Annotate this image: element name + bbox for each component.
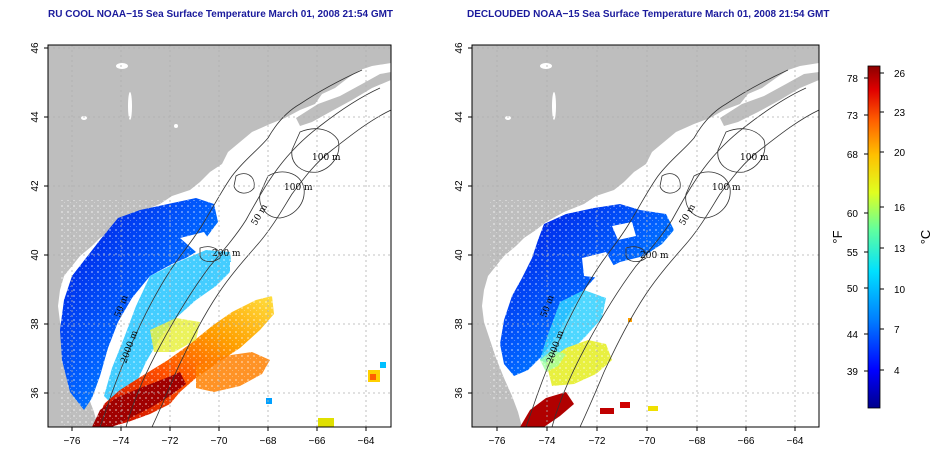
lat-tick-label: 38	[30, 318, 41, 330]
contour-label-100m-upper: 100 m	[740, 153, 769, 163]
lon-tick-label: −70	[211, 436, 228, 447]
colorbar-gradient	[867, 65, 881, 409]
lon-tick-label: −70	[639, 436, 656, 447]
bathymetry-contours	[99, 69, 391, 427]
celsius-tick: 16	[894, 203, 906, 214]
fahrenheit-tick: 39	[847, 367, 859, 378]
left-lon-axis: −76 −74 −72 −70 −68 −66 −64	[64, 427, 375, 447]
left-map-title: RU COOL NOAA−15 Sea Surface Temperature …	[48, 9, 394, 20]
lat-tick-label: 46	[454, 42, 465, 54]
lat-tick-label: 42	[30, 180, 41, 192]
left-lat-axis: 46 44 42 40 38 36	[30, 42, 48, 399]
right-lon-axis: −76 −74 −72 −70 −68 −66 −64	[489, 427, 804, 447]
fahrenheit-tick: 68	[847, 150, 859, 161]
lon-tick-label: −66	[738, 436, 755, 447]
nova-scotia	[296, 72, 391, 126]
celsius-tick: 4	[894, 366, 900, 377]
right-lat-axis: 46 44 42 40 38 36	[454, 42, 472, 399]
right-map-panel: 100 m 100 m 50 m 200 m 50 m 2000 m	[454, 42, 820, 447]
fahrenheit-tick: 60	[847, 209, 859, 220]
lon-tick-label: −76	[64, 436, 81, 447]
cloud-patches	[180, 196, 272, 300]
celsius-tick: 26	[894, 69, 906, 80]
left-map-content: 100 m 100 m 50 m 200 m 50 m 2000 m	[48, 45, 391, 427]
fahrenheit-tick-labels: 78 73 68 60 55 50 44 39	[847, 74, 859, 378]
temperature-colorbar: 78 73 68 60 55 50 44 39 26 23 20 16 13 1…	[830, 65, 933, 409]
contour-label-200m: 200 m	[212, 249, 241, 259]
right-map-frame	[471, 44, 820, 428]
left-map-panel: 100 m 100 m 50 m 200 m 50 m 2000 m	[30, 42, 392, 447]
fahrenheit-tick: 55	[847, 248, 859, 259]
land-mass	[48, 45, 391, 427]
cloud-patches	[582, 222, 636, 278]
fahrenheit-unit-label: °F	[830, 230, 845, 243]
celsius-tick: 13	[894, 244, 906, 255]
contour-label-100m-lower: 100 m	[284, 183, 313, 193]
celsius-tick: 20	[894, 148, 906, 159]
colorbar-ticks	[864, 72, 884, 372]
celsius-tick-labels: 26 23 20 16 13 10 7 4	[894, 69, 906, 377]
nova-scotia	[720, 72, 819, 126]
fahrenheit-tick: 50	[847, 284, 859, 295]
lat-tick-label: 36	[454, 387, 465, 399]
bathymetry-contours	[525, 69, 819, 427]
fahrenheit-tick: 44	[847, 330, 859, 341]
celsius-tick: 23	[894, 108, 906, 119]
right-map-content: 100 m 100 m 50 m 200 m 50 m 2000 m	[472, 45, 819, 427]
lon-tick-label: −72	[589, 436, 606, 447]
celsius-unit-label: °C	[918, 230, 933, 245]
celsius-tick: 7	[894, 325, 900, 336]
lon-tick-label: −74	[113, 436, 130, 447]
lon-tick-label: −64	[787, 436, 804, 447]
lat-tick-label: 46	[30, 42, 41, 54]
lat-tick-label: 44	[454, 111, 465, 123]
lon-tick-label: −64	[358, 436, 375, 447]
lat-tick-label: 40	[454, 249, 465, 261]
land-mass	[472, 45, 819, 427]
grid-lines-left	[48, 45, 391, 427]
contour-label-100m-lower: 100 m	[712, 183, 741, 193]
grid-lines-right	[472, 45, 819, 427]
lon-tick-label: −68	[689, 436, 706, 447]
right-map-title: DECLOUDED NOAA−15 Sea Surface Temperatur…	[467, 9, 830, 20]
lon-tick-label: −74	[539, 436, 556, 447]
lat-tick-label: 42	[454, 180, 465, 192]
celsius-tick: 10	[894, 285, 906, 296]
contour-label-100m-upper: 100 m	[312, 153, 341, 163]
lon-tick-label: −76	[489, 436, 506, 447]
lon-tick-label: −68	[260, 436, 277, 447]
fahrenheit-tick: 78	[847, 74, 859, 85]
fahrenheit-tick: 73	[847, 111, 859, 122]
lat-tick-label: 44	[30, 111, 41, 123]
lon-tick-label: −72	[162, 436, 179, 447]
lon-tick-label: −66	[309, 436, 326, 447]
lat-tick-label: 40	[30, 249, 41, 261]
contour-label-200m: 200 m	[640, 251, 669, 261]
lat-tick-label: 38	[454, 318, 465, 330]
lat-tick-label: 36	[30, 387, 41, 399]
